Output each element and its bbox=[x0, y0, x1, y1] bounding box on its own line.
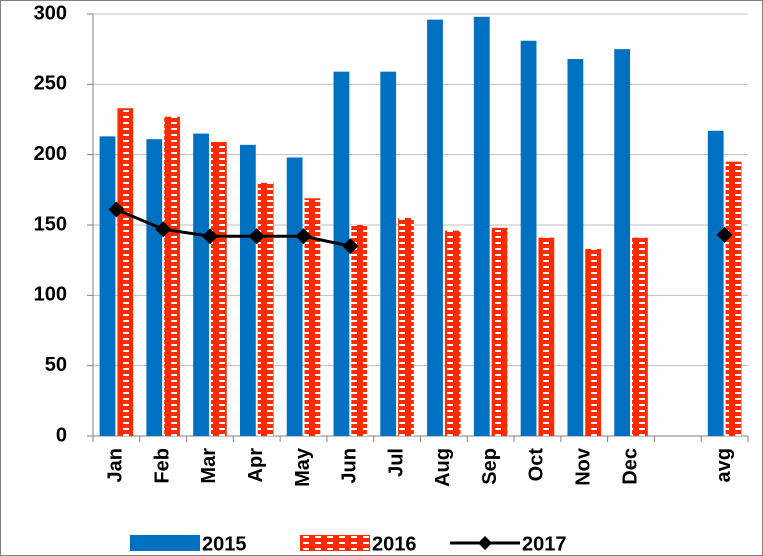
bar bbox=[444, 230, 461, 436]
bar bbox=[614, 49, 631, 437]
bar bbox=[725, 161, 742, 436]
marker bbox=[108, 201, 125, 218]
marker bbox=[342, 238, 359, 255]
y-tick-label: 200 bbox=[34, 143, 67, 165]
y-tick-label: 50 bbox=[45, 354, 67, 376]
bar bbox=[146, 139, 163, 436]
x-tick-label: May bbox=[292, 447, 314, 487]
bar bbox=[538, 237, 555, 436]
bar bbox=[707, 130, 724, 436]
x-tick-label: Nov bbox=[573, 447, 595, 486]
bar bbox=[286, 157, 303, 437]
legend-label: 2016 bbox=[372, 533, 417, 555]
marker bbox=[248, 228, 265, 245]
bar bbox=[239, 144, 256, 436]
bar bbox=[210, 142, 227, 437]
bar bbox=[585, 248, 602, 436]
bar bbox=[257, 182, 274, 436]
x-tick-label: Mar bbox=[198, 448, 220, 484]
bar bbox=[567, 59, 584, 436]
legend-label: 2017 bbox=[522, 533, 567, 555]
bar bbox=[473, 16, 490, 437]
bar bbox=[380, 71, 397, 436]
bar bbox=[117, 108, 134, 436]
bar bbox=[304, 198, 321, 436]
x-tick-label: Jun bbox=[339, 448, 361, 484]
x-tick-label: Apr bbox=[245, 448, 267, 483]
bar bbox=[632, 237, 648, 436]
x-tick-label: Jan bbox=[105, 448, 127, 482]
bar bbox=[427, 19, 443, 436]
x-tick-label: Sep bbox=[479, 448, 501, 485]
marker bbox=[295, 228, 312, 245]
x-tick-label: Dec bbox=[619, 448, 641, 485]
legend-swatch bbox=[478, 536, 492, 550]
y-tick-label: 300 bbox=[34, 2, 67, 24]
y-tick-label: 0 bbox=[56, 424, 67, 446]
x-tick-label: Aug bbox=[432, 448, 454, 487]
bar bbox=[520, 40, 537, 437]
y-tick-label: 250 bbox=[34, 73, 67, 95]
marker bbox=[201, 228, 218, 245]
bar bbox=[333, 71, 350, 436]
bar bbox=[398, 217, 414, 436]
y-tick-label: 100 bbox=[34, 284, 67, 306]
legend-label: 2015 bbox=[202, 533, 247, 555]
legend-swatch bbox=[300, 535, 370, 551]
x-tick-label: Jul bbox=[385, 448, 407, 477]
x-tick-label: avg bbox=[713, 448, 735, 482]
marker bbox=[155, 221, 172, 238]
bar bbox=[351, 225, 368, 436]
bar bbox=[491, 227, 508, 436]
bar bbox=[164, 116, 180, 436]
bar bbox=[99, 136, 116, 436]
marker bbox=[716, 226, 733, 243]
y-tick-label: 150 bbox=[34, 213, 67, 235]
x-tick-label: Oct bbox=[526, 448, 548, 482]
bar bbox=[193, 133, 209, 437]
x-tick-label: Feb bbox=[151, 448, 173, 484]
legend-swatch bbox=[130, 535, 200, 551]
